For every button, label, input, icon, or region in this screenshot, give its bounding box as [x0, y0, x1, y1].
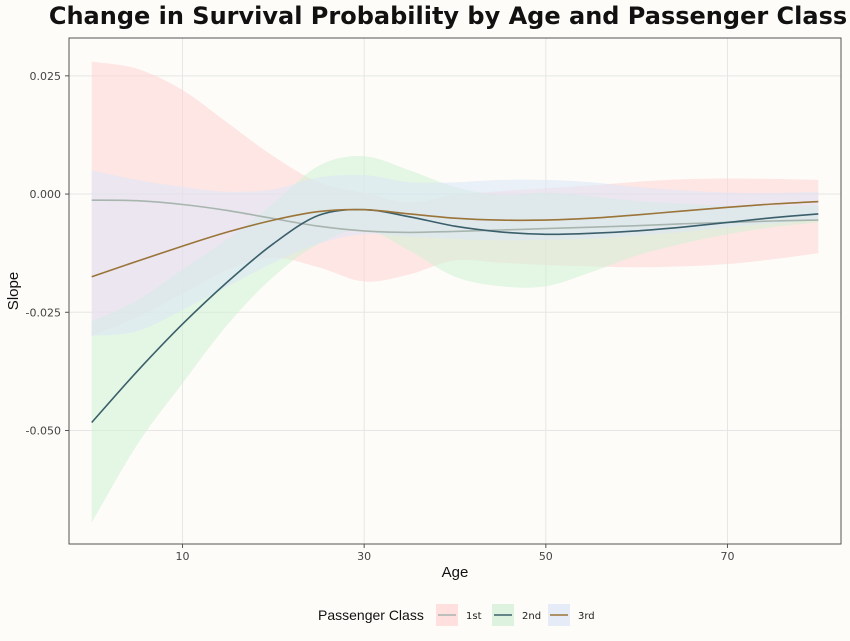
- y-axis-ticks: 0.025 0.000 -0.025 -0.050: [26, 70, 69, 438]
- x-tick-label: 10: [176, 550, 190, 563]
- series-line-3rd: [91, 200, 819, 278]
- y-tick-label: -0.025: [26, 306, 61, 319]
- legend-label: 3rd: [578, 611, 595, 622]
- legend: Passenger Class 1st 2nd 3rd: [318, 604, 595, 626]
- y-tick-label: 0.000: [30, 188, 62, 201]
- plot-border: [68, 37, 842, 545]
- confidence-bands: [91, 61, 819, 523]
- y-tick-label: 0.025: [30, 70, 62, 83]
- legend-item-3rd: 3rd: [548, 604, 595, 626]
- x-axis-ticks: 10 30 50 70: [176, 544, 734, 563]
- legend-label: 1st: [466, 611, 482, 622]
- plot-area: [68, 37, 842, 545]
- x-tick-label: 30: [357, 550, 371, 563]
- y-axis-title: Slope: [5, 272, 22, 310]
- legend-items: 1st 2nd 3rd: [436, 604, 595, 626]
- x-tick-label: 70: [720, 550, 734, 563]
- x-tick-label: 50: [539, 550, 553, 563]
- legend-label: 2nd: [522, 611, 541, 622]
- chart-title: Change in Survival Probability by Age an…: [49, 2, 847, 30]
- legend-title: Passenger Class: [318, 607, 424, 623]
- legend-item-1st: 1st: [436, 604, 482, 626]
- series-lines: [91, 199, 819, 424]
- confidence-band-3rd: [91, 170, 819, 336]
- legend-item-2nd: 2nd: [492, 604, 541, 626]
- x-axis-title: Age: [442, 564, 469, 581]
- series-line-2nd: [91, 208, 819, 424]
- series-line-1st: [91, 199, 819, 234]
- y-tick-label: -0.050: [26, 425, 61, 438]
